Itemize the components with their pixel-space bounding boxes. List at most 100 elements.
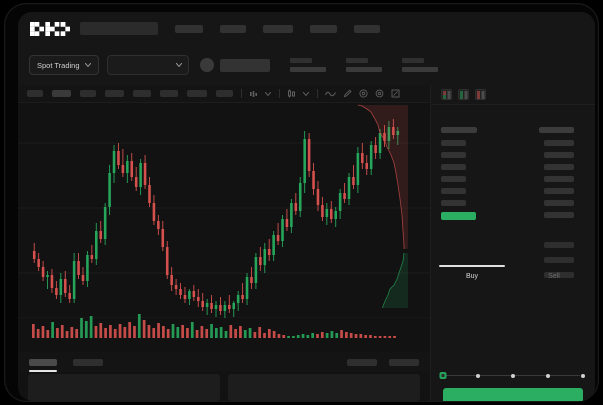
okx-logo-icon[interactable]	[30, 21, 70, 36]
stat-value	[289, 67, 326, 72]
slider-node-100[interactable]	[581, 373, 585, 378]
spot-trading-label: Spot Trading	[37, 60, 80, 70]
indicator-wave-icon[interactable]	[325, 89, 336, 98]
orderbook-row-right-9[interactable]	[544, 257, 574, 263]
orderbook-row-right-4[interactable]	[544, 176, 574, 182]
pair-price	[219, 58, 270, 72]
percent-slider[interactable]	[439, 371, 585, 381]
tab-sell-label: Sell	[548, 273, 560, 280]
toolbar-divider	[279, 89, 280, 98]
bottom-tab-action-0[interactable]	[347, 358, 377, 366]
alert-at-icon[interactable]	[359, 89, 368, 98]
toolbar-chip-5[interactable]	[160, 90, 178, 97]
orderbook-row-right-10[interactable]	[544, 272, 574, 278]
chevron-down-icon	[84, 63, 91, 67]
orderbook-mode-buy-icon[interactable]	[458, 89, 469, 100]
chevron-down-icon[interactable]	[303, 91, 309, 96]
bottom-tab-0[interactable]	[29, 358, 57, 372]
bottom-tab-1[interactable]	[73, 358, 103, 366]
toolbar-chip-1[interactable]	[52, 90, 71, 97]
orderbook-row-right-5[interactable]	[544, 188, 574, 194]
nav-item-4[interactable]	[354, 24, 380, 33]
orderbook-row-right-8[interactable]	[544, 242, 574, 248]
slider-node-25[interactable]	[476, 373, 480, 378]
orderbook-row-left-3[interactable]	[441, 164, 466, 170]
stat-block-2	[401, 58, 438, 72]
bottom-panels	[18, 374, 430, 401]
pair-select[interactable]	[106, 55, 189, 75]
toolbar-chip-4[interactable]	[133, 90, 151, 97]
toolbar-chip-2[interactable]	[80, 90, 96, 97]
volume-histogram	[32, 314, 396, 338]
orderbook-row-left-5[interactable]	[441, 188, 466, 194]
candlestick-chart	[18, 119, 430, 318]
interval-icon[interactable]	[249, 89, 258, 98]
order-panel: Buy Sell	[430, 85, 595, 401]
tab-buy-label: Buy	[465, 273, 479, 280]
chevron-down-icon	[175, 63, 182, 67]
orderbook-row-right-6[interactable]	[544, 200, 574, 206]
market-sub-header: Spot Trading	[18, 45, 595, 85]
app-header	[18, 12, 595, 45]
chart-type-icon[interactable]	[287, 89, 296, 98]
orderbook-mode-both-icon[interactable]	[441, 89, 452, 100]
orderbook-row-right-2[interactable]	[544, 152, 574, 158]
active-tab-underline	[439, 265, 505, 267]
orderbook-row-right-3[interactable]	[544, 164, 574, 170]
slider-node-75[interactable]	[546, 373, 550, 378]
orderbook-row-left-2[interactable]	[441, 152, 466, 158]
toolbar-chip-0[interactable]	[27, 90, 43, 97]
search-input[interactable]	[80, 22, 158, 35]
stat-value	[345, 67, 382, 72]
stat-value	[401, 67, 438, 72]
toolbar-divider	[317, 89, 318, 98]
orderbook-row-left-6[interactable]	[441, 200, 466, 206]
chart-toolbar	[18, 85, 430, 103]
settings-gear-icon[interactable]	[375, 89, 384, 98]
toolbar-chip-3[interactable]	[105, 90, 124, 97]
toolbar-divider	[241, 89, 242, 98]
orderbook-mode-sell-icon[interactable]	[475, 89, 486, 100]
order-form-placeholders	[431, 105, 595, 278]
price-chart-area[interactable]	[18, 103, 430, 352]
bottom-tab-action-1[interactable]	[389, 358, 419, 366]
orderbook-mode-group	[431, 85, 595, 105]
bottom-panel-0[interactable]	[28, 374, 220, 401]
tab-sell[interactable]: Sell	[513, 265, 595, 287]
spot-trading-select[interactable]: Spot Trading	[29, 55, 99, 75]
slider-node-0[interactable]	[439, 372, 447, 379]
coin-avatar-icon	[199, 58, 214, 72]
stat-block-1	[345, 58, 382, 72]
slider-node-50[interactable]	[511, 373, 515, 378]
bottom-panel-1[interactable]	[228, 374, 420, 401]
stat-label	[345, 58, 368, 63]
stat-label	[401, 58, 424, 63]
chevron-down-icon[interactable]	[265, 91, 271, 96]
toolbar-chip-7[interactable]	[216, 90, 233, 97]
stat-label	[289, 58, 312, 63]
orderbook-row-left-1[interactable]	[441, 140, 466, 146]
orderbook-row-right-0[interactable]	[539, 127, 574, 133]
device-bezel: Spot Trading	[4, 3, 599, 402]
orderbook-row-left-0[interactable]	[441, 127, 477, 133]
submit-buy-button[interactable]	[443, 388, 583, 401]
orderbook-row-right-1[interactable]	[544, 140, 574, 146]
nav-item-0[interactable]	[175, 24, 203, 33]
toolbar-chip-6[interactable]	[187, 90, 207, 97]
app-screen: Spot Trading	[18, 12, 595, 401]
fullscreen-icon[interactable]	[391, 89, 400, 98]
bottom-tab-bar	[18, 352, 430, 372]
drawing-pencil-icon[interactable]	[343, 89, 352, 98]
orderbook-highlight-row[interactable]	[441, 212, 476, 220]
depth-chart-overlay	[358, 104, 408, 308]
orderbook-row-left-4[interactable]	[441, 176, 466, 182]
stat-block-0	[289, 58, 326, 72]
buy-sell-tabs: Buy Sell	[431, 265, 595, 287]
nav-item-3[interactable]	[310, 24, 337, 33]
nav-item-2[interactable]	[263, 24, 293, 33]
orderbook-row-right-7[interactable]	[544, 212, 574, 218]
nav-item-1[interactable]	[220, 24, 246, 33]
active-tab-underline	[29, 370, 57, 372]
tab-buy[interactable]: Buy	[431, 265, 513, 287]
